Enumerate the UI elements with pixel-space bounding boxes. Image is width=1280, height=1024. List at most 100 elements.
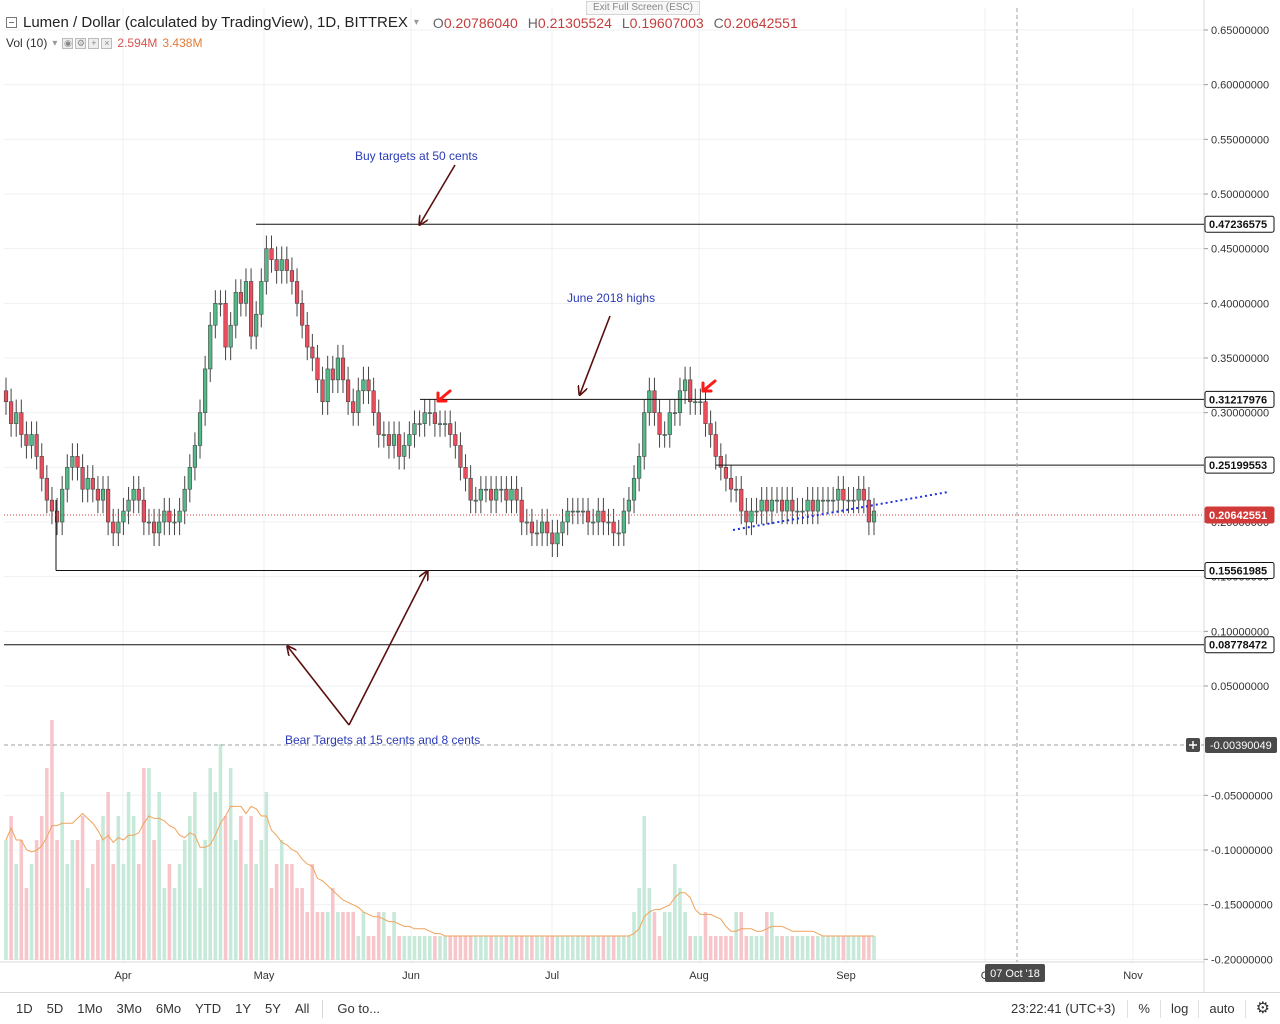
volume-bar [576,936,580,960]
annotation-arrow[interactable] [348,572,427,726]
annotation-arrow[interactable] [288,647,350,726]
exit-fullscreen-button[interactable]: Exit Full Screen (ESC) [586,1,700,15]
gear-icon[interactable]: ⚙ [75,37,87,49]
range-button-6mo[interactable]: 6Mo [155,1001,182,1016]
candle-body [259,281,264,315]
range-button-5d[interactable]: 5D [46,1001,64,1016]
volume-bar [213,792,218,960]
eye-icon[interactable]: ◉ [62,37,74,49]
support-trendline[interactable] [732,491,949,531]
candle [448,410,453,448]
candle-body [131,488,136,501]
candle-body [662,434,667,436]
volume-indicator-label[interactable]: Vol (10) [6,36,48,50]
candle-body [146,521,152,524]
candle [652,377,657,426]
close-icon[interactable]: × [101,37,113,49]
candle [254,301,259,350]
candle [565,497,570,536]
range-button-1d[interactable]: 1D [16,1001,33,1016]
candle [601,497,606,536]
annotation-arrows [288,164,611,726]
candle-body [39,456,44,479]
chevron-down-icon[interactable]: ▾ [413,17,419,28]
auto-scale-toggle[interactable]: auto [1198,999,1244,1018]
candle-body [427,412,432,414]
volume-bar [540,936,544,960]
gear-icon[interactable]: ⚙ [1244,999,1280,1018]
volume-bar [239,816,243,960]
candle-body [846,499,851,502]
candle [703,388,708,437]
volume-bar [285,864,289,960]
volume-bar [816,936,820,960]
candle [172,508,177,536]
goto-date-button[interactable]: Go to... [337,1001,381,1016]
candle [269,235,274,273]
plus-icon[interactable] [1186,738,1200,752]
candle-body [187,467,192,490]
candle [100,476,106,514]
volume-bar [233,840,238,960]
symbol-title[interactable]: Lumen / Dollar (calculated by TradingVie… [23,14,408,31]
candle-body [177,510,182,523]
candle-body [780,499,785,512]
range-button-all[interactable]: All [294,1001,310,1016]
percent-scale-toggle[interactable]: % [1127,999,1160,1018]
candle [555,519,560,557]
volume-bar [867,936,871,960]
candle-body [861,488,866,501]
annotation-june[interactable]: June 2018 highs [567,291,655,305]
range-button-3mo[interactable]: 3Mo [116,1001,142,1016]
candle-body [815,499,820,512]
chevron-down-icon[interactable]: ▾ [52,37,58,49]
range-button-ytd[interactable]: YTD [195,1001,222,1016]
candle [754,497,759,525]
range-button-1y[interactable]: 1Y [235,1001,252,1016]
candle [402,432,407,470]
collapse-icon[interactable] [6,17,17,28]
candle-body [698,401,703,404]
annotation-bear[interactable]: Bear Targets at 15 cents and 8 cents [285,733,480,747]
candle [228,312,233,361]
x-tick-label: Jun [402,970,420,982]
candle-body [785,499,790,512]
candle [284,246,289,284]
candle-body [734,488,739,491]
candle [325,355,330,415]
candle-body [534,532,540,535]
candle-body [841,488,846,501]
volume-bar [734,912,738,960]
y-tick-label: 0.55000000 [1211,134,1269,146]
candle-body [49,499,55,512]
range-button-1mo[interactable]: 1Mo [77,1001,103,1016]
annotation-arrow[interactable] [420,164,456,224]
candle [29,421,34,459]
range-button-5y[interactable]: 5Y [265,1001,281,1016]
volume-bar [862,936,866,960]
svg-text:-0.00390049: -0.00390049 [1210,740,1272,752]
candle [795,497,800,525]
red-arrow-marker[interactable] [436,389,452,403]
red-arrow-marker[interactable] [701,379,717,393]
log-scale-toggle[interactable]: log [1159,999,1198,1018]
candle-body [723,467,729,479]
clock[interactable]: 23:22:41 (UTC+3) [1011,1001,1116,1016]
candle-body [391,434,397,446]
volume-bar [157,792,161,960]
candle [106,476,111,536]
plus-icon[interactable]: + [88,37,100,49]
candle [494,476,499,514]
ohlc-values: O0.20786040 H0.21305524 L0.19607003 C0.2… [433,15,798,31]
annotation-buy[interactable]: Buy targets at 50 cents [355,149,478,163]
candle [376,399,381,448]
volume-legend: Vol (10) ▾ ◉ ⚙ + × 2.594M 3.438M [6,36,202,50]
candle-body [708,423,713,435]
volume-bar [729,936,733,960]
volume-bar [657,936,662,960]
volume-bar [330,888,335,960]
annotation-arrow[interactable] [580,315,611,394]
candle-body [315,357,320,381]
candle [458,432,463,481]
